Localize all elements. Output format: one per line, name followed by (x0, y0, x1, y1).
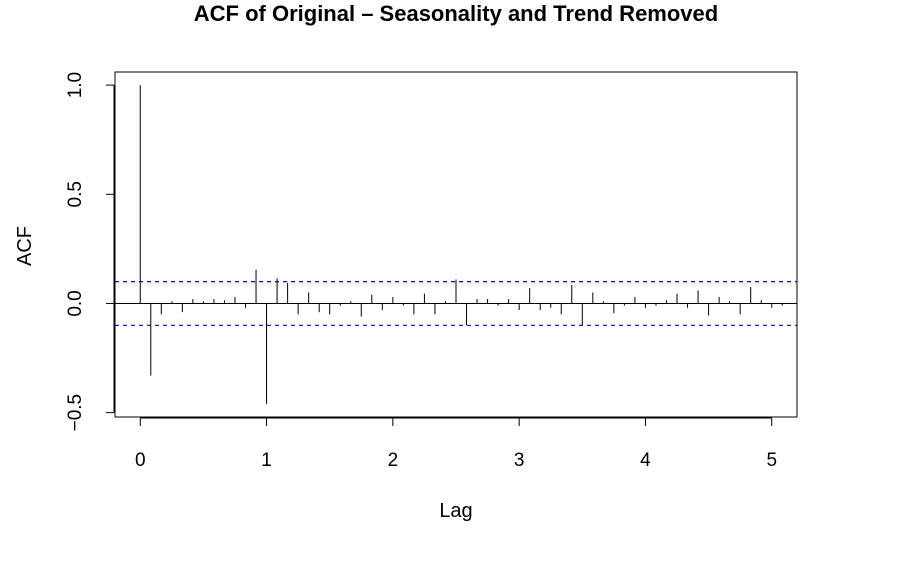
x-tick-label: 2 (388, 450, 399, 471)
x-tick-label: 0 (135, 450, 146, 471)
y-tick-label: 0.5 (65, 181, 86, 207)
y-axis-label: ACF (14, 226, 36, 266)
y-tick-label: −0.5 (65, 394, 86, 432)
plot-area: 0 1 2 3 4 5 −0.5 0.0 0.5 1.0 (65, 72, 797, 471)
x-tick-label: 1 (261, 450, 272, 471)
y-tick-label: 1.0 (65, 72, 86, 98)
chart-title: ACF of Original – Seasonality and Trend … (194, 1, 718, 26)
x-tick-label: 5 (766, 450, 777, 471)
x-axis-label: Lag (439, 500, 472, 522)
x-tick-label: 3 (514, 450, 525, 471)
y-tick-label: 0.0 (65, 290, 86, 316)
plot-frame (114, 71, 798, 418)
x-tick-label: 4 (640, 450, 651, 471)
